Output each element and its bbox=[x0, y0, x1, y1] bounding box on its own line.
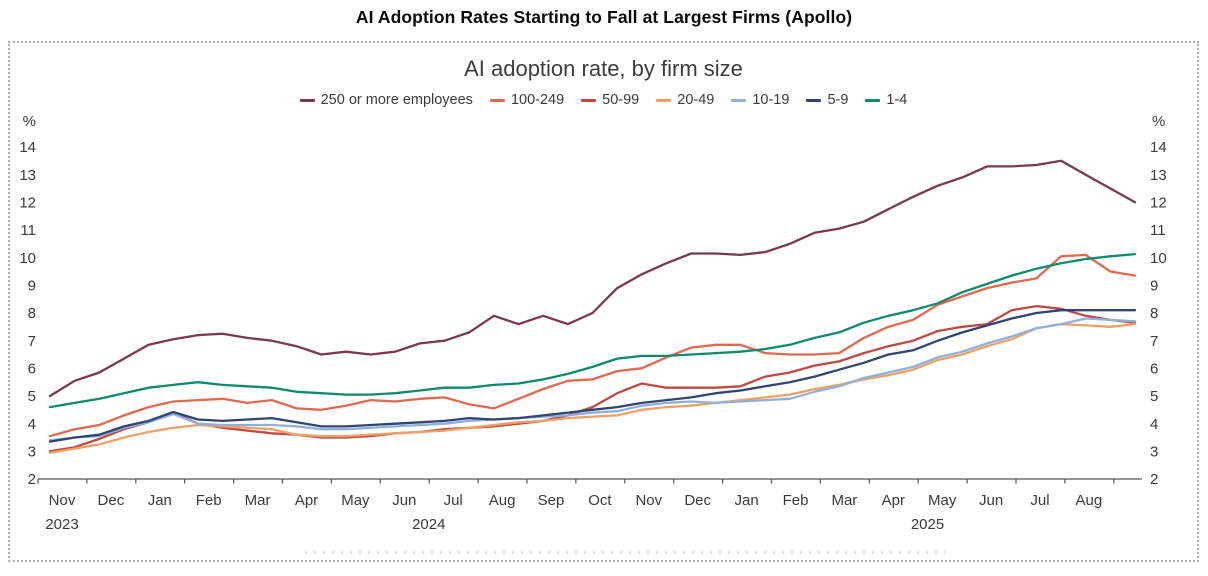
y-axis-label-right: 4 bbox=[1150, 416, 1158, 433]
legend-label: 100-249 bbox=[510, 92, 565, 108]
y-axis-label-right: 13 bbox=[1150, 167, 1167, 184]
legend-item-10-19: 10-19 bbox=[731, 92, 789, 108]
y-axis-label-right: 14 bbox=[1150, 139, 1167, 156]
x-axis-month-label: Jan bbox=[735, 492, 759, 509]
y-axis-label-left: 4 bbox=[28, 416, 36, 433]
x-axis-month-label: Feb bbox=[196, 492, 222, 509]
y-axis-label-right: 10 bbox=[1150, 250, 1167, 267]
x-axis-year-label: 2024 bbox=[412, 516, 445, 533]
y-axis-label-left: 8 bbox=[28, 305, 36, 322]
y-axis-label-left: 3 bbox=[28, 444, 36, 461]
x-axis-month-label: Apr bbox=[295, 492, 318, 509]
x-axis-year-label: 2025 bbox=[911, 516, 944, 533]
legend-item-1-4: 1-4 bbox=[865, 92, 907, 108]
chart-legend: 250 or more employees 100-249 50-99 20-49 10… bbox=[10, 92, 1197, 108]
series-line-250-or-more-employees bbox=[48, 159, 1137, 398]
y-axis-label-left: 5 bbox=[28, 388, 36, 405]
plot-svg: Nov Dec Jan Feb Mar Apr May Jun Jul Aug Sep Oct Nov D… bbox=[19, 113, 1167, 533]
chart-frame: Nov Dec Jan Feb Mar Apr May Jun Jul Aug Sep Oct Nov D… bbox=[8, 41, 1199, 562]
x-axis-month-label: Apr bbox=[882, 492, 905, 509]
x-axis-month-label: Nov bbox=[635, 492, 662, 509]
legend-item-100-249: 100-249 bbox=[489, 92, 565, 108]
y-axis-label-right: 2 bbox=[1150, 471, 1158, 488]
y-axis-label-left: 13 bbox=[19, 167, 36, 184]
legend-label: 5-9 bbox=[827, 92, 849, 108]
legend-item-20-49: 20-49 bbox=[656, 92, 714, 108]
series-line-50-99 bbox=[48, 304, 1137, 453]
x-axis-month-label: Jan bbox=[148, 492, 172, 509]
legend-swatch bbox=[581, 98, 597, 102]
legend-swatch bbox=[865, 98, 881, 102]
clipped-source-note bbox=[305, 551, 945, 554]
legend-label: 10-19 bbox=[752, 92, 790, 108]
y-axis-label-left: 9 bbox=[28, 278, 36, 295]
x-axis-month-label: Jul bbox=[1030, 492, 1049, 509]
y-axis-label-left: 6 bbox=[28, 361, 36, 378]
legend-label: 50-99 bbox=[602, 92, 640, 108]
series-line-100-249 bbox=[48, 253, 1137, 438]
x-axis-month-label: Sep bbox=[538, 492, 565, 509]
y-axis-label-left: 2 bbox=[28, 471, 36, 488]
legend-swatch bbox=[731, 98, 747, 102]
legend-label: 1-4 bbox=[886, 92, 908, 108]
x-axis-month-label: Aug bbox=[489, 492, 516, 509]
x-axis-month-label: Oct bbox=[588, 492, 612, 509]
series-line-10-19 bbox=[48, 317, 1137, 442]
y-axis-label-right: 5 bbox=[1150, 388, 1158, 405]
y-axis-label-left: 10 bbox=[19, 250, 36, 267]
y-axis-label-left: 7 bbox=[28, 333, 36, 350]
chart-title: AI adoption rate, by firm size bbox=[464, 56, 743, 81]
x-axis-month-label: May bbox=[341, 492, 370, 509]
y-axis-label-right: 3 bbox=[1150, 444, 1158, 461]
x-axis-month-label: Mar bbox=[831, 492, 857, 509]
y-axis-label-right: 7 bbox=[1150, 333, 1158, 350]
legend-item-250-or-more-employees: 250 or more employees bbox=[299, 92, 473, 108]
y-axis-label-right: 8 bbox=[1150, 305, 1158, 322]
y-axis-label-left: 11 bbox=[20, 222, 36, 239]
x-axis-month-label: Dec bbox=[684, 492, 711, 509]
y-axis-unit-right: % bbox=[1152, 113, 1165, 130]
legend-swatch bbox=[806, 98, 822, 102]
series-line-20-49 bbox=[48, 322, 1137, 454]
y-axis-label-left: 14 bbox=[19, 139, 36, 156]
x-axis-month-label: Feb bbox=[783, 492, 809, 509]
series-line-5-9 bbox=[48, 309, 1137, 443]
x-axis-month-label: Aug bbox=[1076, 492, 1103, 509]
y-axis-label-right: 6 bbox=[1150, 361, 1158, 378]
legend-swatch bbox=[299, 98, 315, 102]
legend-label: 250 or more employees bbox=[320, 92, 473, 108]
x-axis-month-label: Nov bbox=[49, 492, 76, 509]
x-axis-month-label: Jun bbox=[392, 492, 416, 509]
x-axis-month-label: Jun bbox=[979, 492, 1003, 509]
legend-swatch bbox=[489, 98, 505, 102]
legend-label: 20-49 bbox=[677, 92, 715, 108]
x-axis-month-label: Dec bbox=[98, 492, 125, 509]
y-axis-label-right: 9 bbox=[1150, 278, 1158, 295]
page-title: AI Adoption Rates Starting to Fall at La… bbox=[355, 7, 853, 27]
legend-item-5-9: 5-9 bbox=[806, 92, 848, 108]
x-axis-month-label: May bbox=[928, 492, 957, 509]
x-axis-month-label: Mar bbox=[245, 492, 271, 509]
y-axis-label-right: 12 bbox=[1150, 195, 1167, 212]
y-axis-label-left: 12 bbox=[19, 195, 36, 212]
y-axis-label-right: 11 bbox=[1150, 222, 1166, 239]
legend-item-50-99: 50-99 bbox=[581, 92, 639, 108]
x-axis-month-label: Jul bbox=[444, 492, 463, 509]
series-line-1-4 bbox=[48, 252, 1137, 409]
x-axis-year-label: 2023 bbox=[45, 516, 78, 533]
y-axis-unit-left: % bbox=[23, 113, 36, 130]
legend-swatch bbox=[656, 98, 672, 102]
